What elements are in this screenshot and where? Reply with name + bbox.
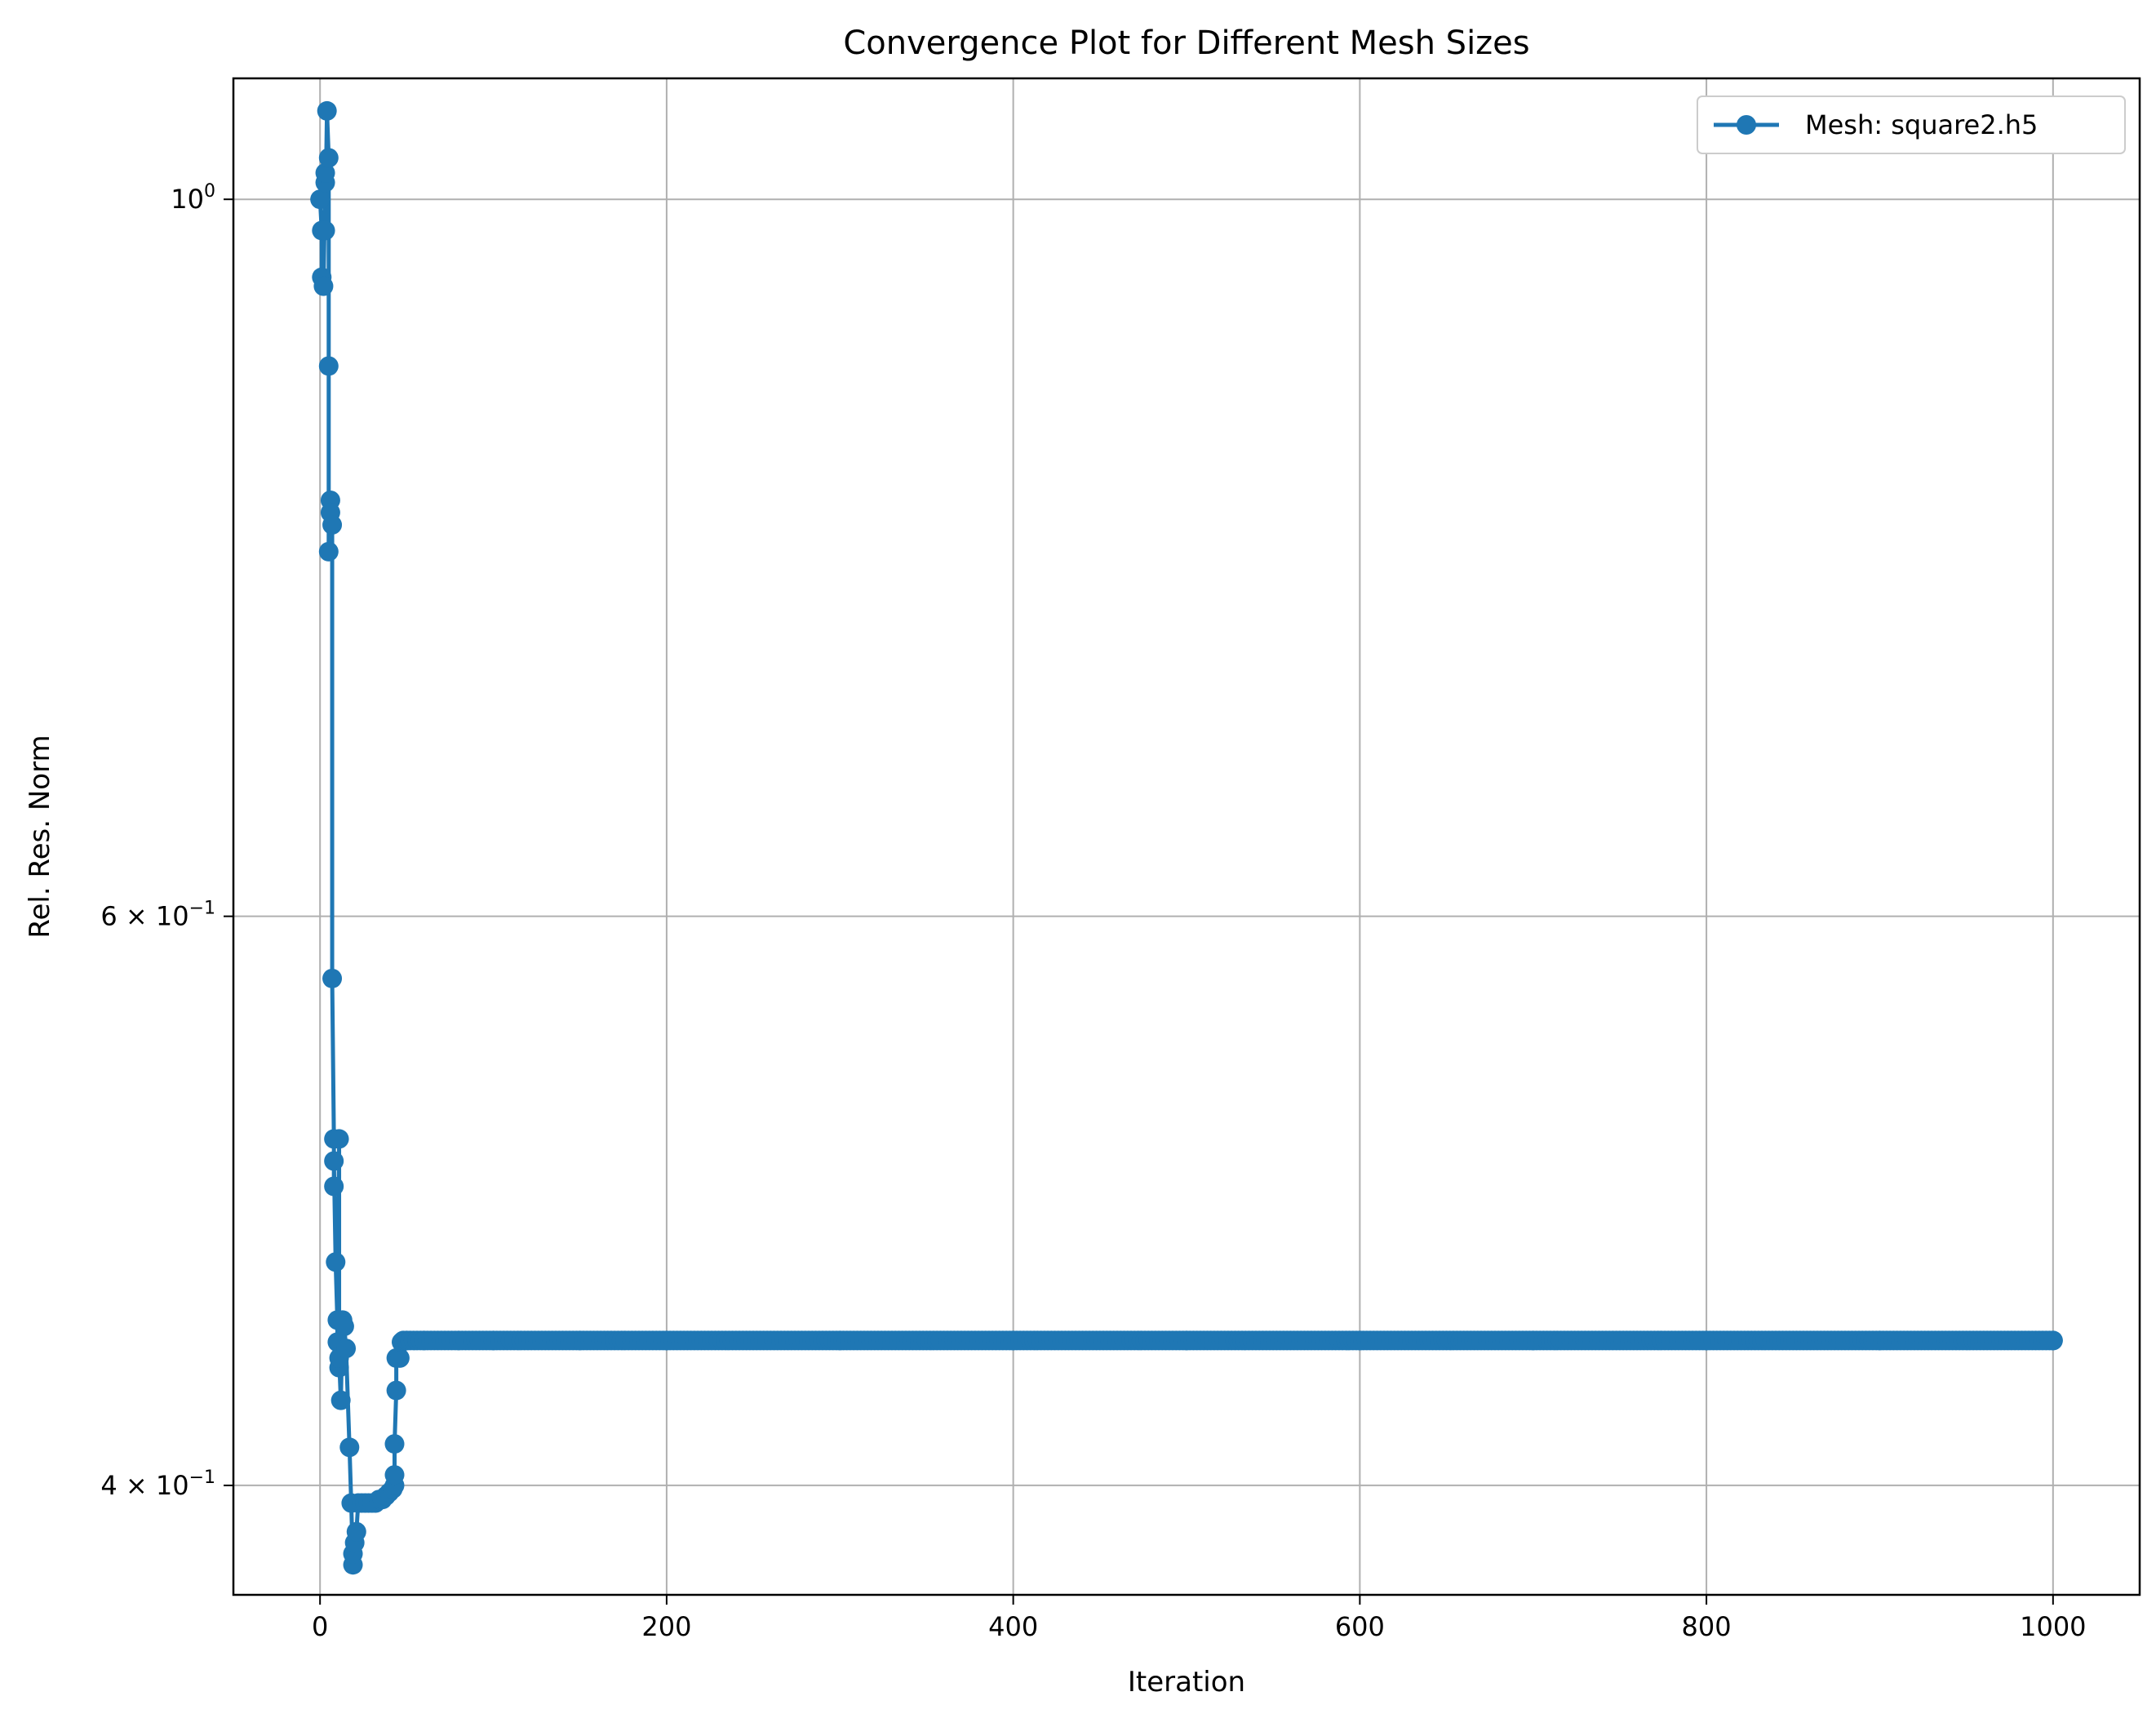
data-point bbox=[315, 220, 335, 241]
y-tick-label: 6 × 10−1 bbox=[100, 899, 215, 932]
x-tick-label: 0 bbox=[312, 1611, 328, 1642]
x-axis-label: Iteration bbox=[1128, 1666, 1245, 1698]
series-layer bbox=[310, 100, 2063, 1575]
data-point bbox=[315, 162, 335, 183]
data-point bbox=[339, 1437, 360, 1458]
x-tick-label: 1000 bbox=[2020, 1611, 2086, 1642]
data-point bbox=[324, 1151, 344, 1171]
x-axis-ticks: 0 200 400 600 800 1000 bbox=[312, 1595, 2087, 1642]
y-axis-label: Rel. Res. Norm bbox=[24, 735, 56, 938]
legend-box bbox=[1697, 95, 2126, 154]
x-tick-label: 400 bbox=[988, 1611, 1038, 1642]
data-point bbox=[318, 356, 339, 376]
data-point bbox=[330, 1390, 351, 1410]
data-point bbox=[2043, 1330, 2063, 1351]
data-point bbox=[346, 1521, 366, 1542]
chart-title: Convergence Plot for Different Mesh Size… bbox=[843, 24, 1529, 62]
data-point bbox=[384, 1465, 405, 1485]
data-point bbox=[324, 1176, 344, 1197]
data-point bbox=[318, 541, 339, 562]
legend-marker-sample bbox=[1737, 115, 1756, 135]
legend-entry-mesh: Mesh: square2.h5 bbox=[1805, 109, 2038, 140]
data-point bbox=[334, 1317, 354, 1337]
x-tick-label: 200 bbox=[641, 1611, 691, 1642]
legend: Mesh: square2.h5 bbox=[1697, 95, 2126, 154]
data-point bbox=[389, 1348, 410, 1368]
data-point bbox=[386, 1380, 406, 1401]
data-point bbox=[384, 1434, 405, 1454]
data-point bbox=[318, 148, 339, 168]
x-tick-label: 600 bbox=[1335, 1611, 1385, 1642]
data-point bbox=[336, 1339, 357, 1359]
data-point bbox=[329, 1129, 349, 1149]
y-axis-ticks: 100 6 × 10−1 4 × 10−1 bbox=[100, 181, 233, 1501]
data-point bbox=[326, 1252, 346, 1272]
data-point bbox=[313, 276, 334, 296]
grid-lines bbox=[233, 78, 2140, 1595]
data-point bbox=[322, 515, 343, 535]
data-point bbox=[317, 100, 337, 121]
y-tick-label: 100 bbox=[171, 181, 215, 215]
plot-frame bbox=[232, 77, 2141, 1596]
x-tick-label: 800 bbox=[1682, 1611, 1732, 1642]
data-point bbox=[322, 968, 343, 988]
y-tick-label: 4 × 10−1 bbox=[100, 1468, 215, 1501]
data-point bbox=[310, 189, 330, 210]
